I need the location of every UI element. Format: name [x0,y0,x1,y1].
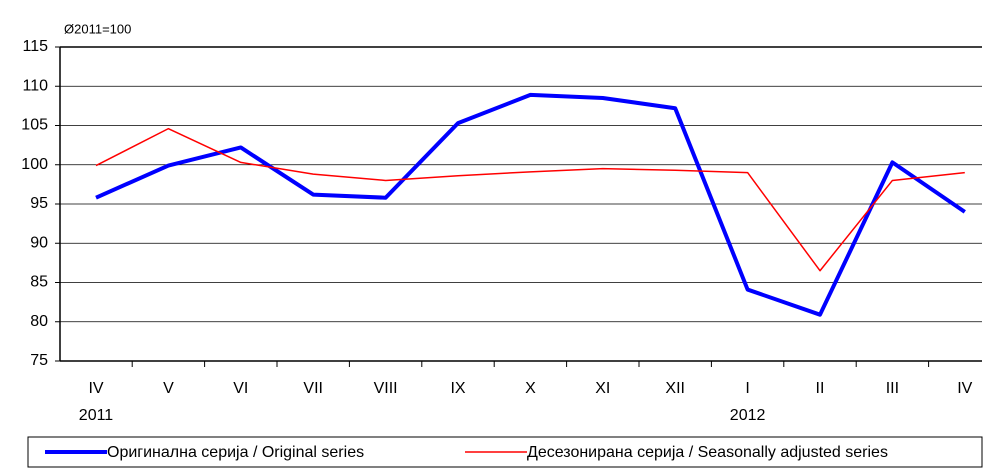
x-tick-label: XII [665,380,685,397]
x-tick-label: IV [88,380,103,397]
x-tick-label: VIII [374,380,398,397]
x-tick-label: VI [233,380,248,397]
legend-box [27,436,983,468]
y-tick-label: 90 [30,234,48,251]
unit-label: Ø2011=100 [64,21,131,36]
y-tick-label: 75 [30,352,48,369]
x-year-label: 2011 [79,407,114,424]
x-tick-label: V [163,380,174,397]
x-tick-label: IV [957,380,972,397]
x-tick-label: XI [595,380,610,397]
x-tick-label: X [525,380,536,397]
x-tick-label: II [816,380,825,397]
x-tick-label: IX [450,380,465,397]
x-tick-label: III [886,380,899,397]
line-series [95,127,965,272]
y-tick-label: 105 [21,117,48,134]
y-tick-label: 85 [30,274,48,291]
y-tick-label: 110 [22,77,48,94]
legend-label: Десезонирана серија / Seasonally adjuste… [527,444,888,461]
x-tick-label: VII [303,380,323,397]
legend-label: Оригинална серија / Original series [107,444,364,461]
x-tick-label: I [745,380,749,397]
line-series [95,92,966,317]
y-tick-label: 80 [30,313,48,330]
y-tick-label: 95 [30,195,48,212]
y-tick-label: 115 [22,38,48,55]
x-year-label: 2012 [730,407,766,424]
y-tick-label: 100 [21,156,48,173]
